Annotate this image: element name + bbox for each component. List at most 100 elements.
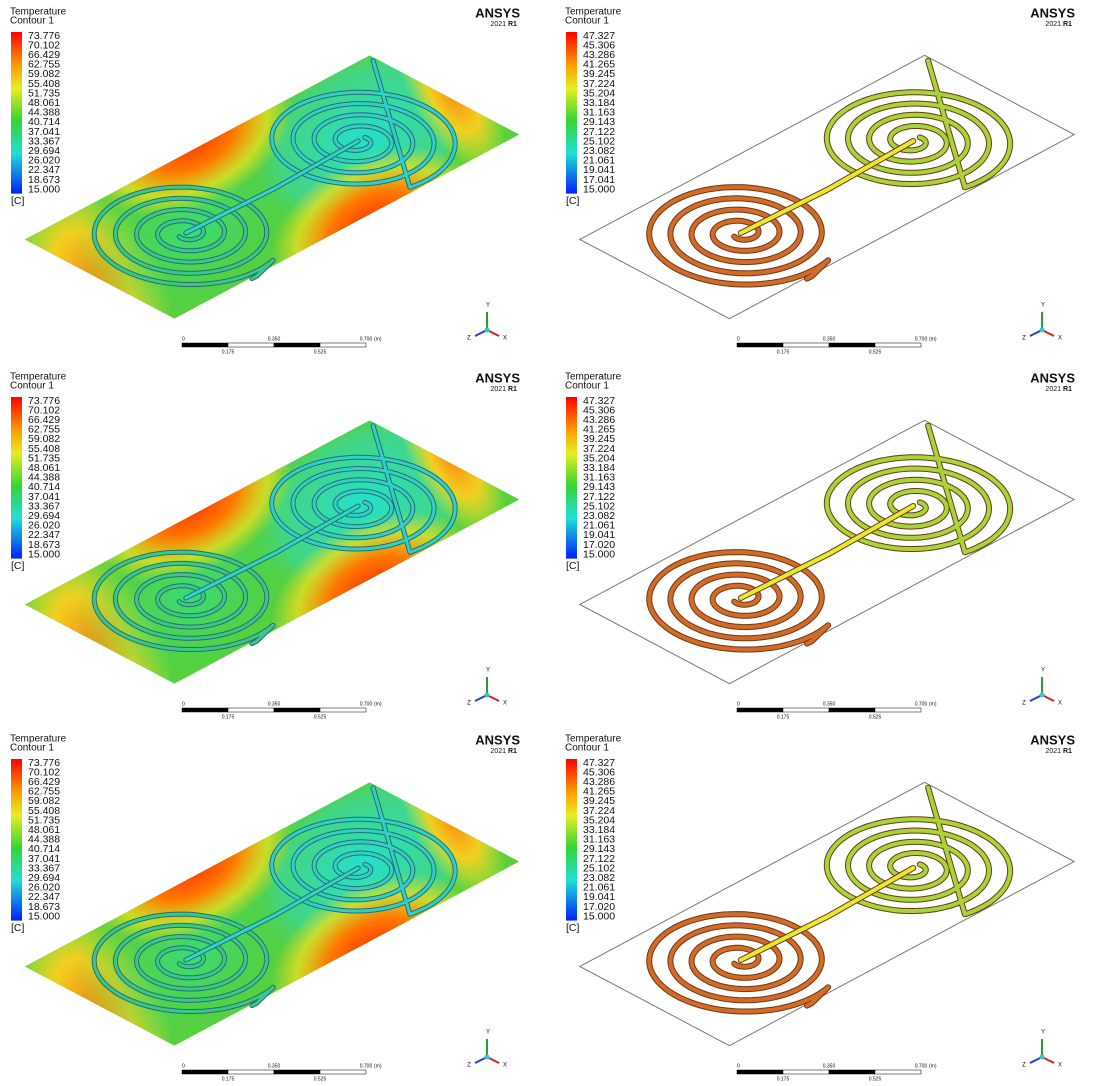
triad-label: Y (486, 303, 490, 309)
scale-segment (182, 708, 228, 712)
scale-segment (783, 1070, 829, 1074)
scale-label: 0.350 (268, 1063, 281, 1069)
scale-label: 0 (182, 701, 185, 707)
legend-subtitle: Contour 1 (10, 381, 54, 392)
heat-field (0, 358, 529, 777)
color-bar (566, 32, 577, 194)
triad-origin (1040, 1055, 1045, 1060)
triad-label: Y (1041, 668, 1045, 674)
legend-unit: [C] (11, 560, 25, 572)
scale-label: 0.175 (777, 1076, 790, 1082)
brand: ANSYS (475, 732, 520, 747)
triad-label: Y (1041, 1030, 1045, 1036)
triad-label: Z (1022, 1063, 1026, 1069)
scale-label: 0 (182, 1063, 185, 1069)
contour-panel: TemperatureContour 147.32745.30643.28641… (565, 732, 1075, 1082)
scale-label: 0.175 (222, 1076, 235, 1082)
scale-label: 0.175 (777, 349, 790, 355)
color-bar (566, 759, 577, 921)
legend-unit: [C] (11, 195, 25, 207)
scale-segment (875, 708, 921, 712)
contour-panel: TemperatureContour 173.77670.10266.42962… (0, 0, 529, 413)
scale-label: 0.175 (222, 349, 235, 355)
version-release: R1 (508, 386, 517, 393)
scale-label: 0.350 (823, 336, 836, 342)
scale-segment (737, 343, 783, 347)
scale-unit: (m) (374, 701, 382, 707)
scale-label: 0.700 (915, 1063, 928, 1069)
scale-label: 0 (737, 701, 740, 707)
contour-grid: TemperatureContour 173.77670.10266.42962… (0, 0, 1093, 1086)
scale-segment (182, 343, 228, 347)
scale-label: 0.525 (314, 349, 327, 355)
scale-segment (783, 343, 829, 347)
scale-unit: (m) (374, 1063, 382, 1069)
scale-label: 0 (737, 336, 740, 342)
brand: ANSYS (475, 370, 520, 385)
scale-label: 0.700 (360, 336, 373, 342)
triad-label: X (503, 1063, 507, 1069)
legend-subtitle: Contour 1 (565, 381, 609, 392)
triad-origin (485, 328, 490, 333)
contour-panel: TemperatureContour 147.32745.30643.28641… (565, 370, 1075, 720)
legend-subtitle: Contour 1 (10, 743, 54, 754)
version-year: 2021 (1045, 748, 1061, 755)
color-bar (11, 759, 22, 921)
triad-label: Z (467, 701, 471, 707)
scale-segment (783, 708, 829, 712)
scale-label: 0.350 (268, 701, 281, 707)
triad-label: Y (486, 1030, 490, 1036)
legend-subtitle: Contour 1 (565, 743, 609, 754)
legend-unit: [C] (566, 195, 580, 207)
triad-label: Y (1041, 303, 1045, 309)
version-release: R1 (1063, 748, 1072, 755)
version-year: 2021 (1045, 21, 1061, 28)
legend-label: 15.000 (28, 548, 60, 560)
legend-unit: [C] (566, 922, 580, 934)
legend-label: 15.000 (583, 548, 615, 560)
scale-label: 0.525 (314, 1076, 327, 1082)
version-release: R1 (1063, 386, 1072, 393)
scale-unit: (m) (929, 1063, 937, 1069)
scale-label: 0.525 (869, 349, 882, 355)
scale-segment (228, 1070, 274, 1074)
scale-segment (737, 708, 783, 712)
scale-segment (274, 343, 320, 347)
scale-label: 0.175 (222, 714, 235, 720)
scale-label: 0.700 (360, 1063, 373, 1069)
brand: ANSYS (1030, 732, 1075, 747)
triad-label: X (1058, 701, 1062, 707)
scale-label: 0 (182, 336, 185, 342)
scale-label: 0.700 (915, 701, 928, 707)
scale-segment (228, 708, 274, 712)
legend-subtitle: Contour 1 (10, 16, 54, 27)
heat-field (0, 720, 529, 1086)
scale-segment (320, 1070, 366, 1074)
version-year: 2021 (490, 748, 506, 755)
triad-label: Z (467, 336, 471, 342)
scale-segment (320, 708, 366, 712)
triad-label: Z (1022, 336, 1026, 342)
version-release: R1 (508, 21, 517, 28)
triad-label: Z (467, 1063, 471, 1069)
legend-subtitle: Contour 1 (565, 16, 609, 27)
scale-label: 0.350 (823, 701, 836, 707)
triad-origin (1040, 328, 1045, 333)
legend-label: 15.000 (28, 910, 60, 922)
version-year: 2021 (490, 21, 506, 28)
triad-label: Y (486, 668, 490, 674)
triad-origin (485, 693, 490, 698)
color-bar (11, 32, 22, 194)
scale-label: 0.175 (777, 714, 790, 720)
scale-unit: (m) (929, 336, 937, 342)
scale-segment (182, 1070, 228, 1074)
triad-origin (1040, 693, 1045, 698)
color-bar (566, 397, 577, 559)
scale-unit: (m) (929, 701, 937, 707)
color-bar (11, 397, 22, 559)
scale-segment (274, 1070, 320, 1074)
scale-segment (875, 343, 921, 347)
legend-label: 15.000 (583, 183, 615, 195)
triad-label: X (503, 336, 507, 342)
scale-label: 0.525 (869, 714, 882, 720)
